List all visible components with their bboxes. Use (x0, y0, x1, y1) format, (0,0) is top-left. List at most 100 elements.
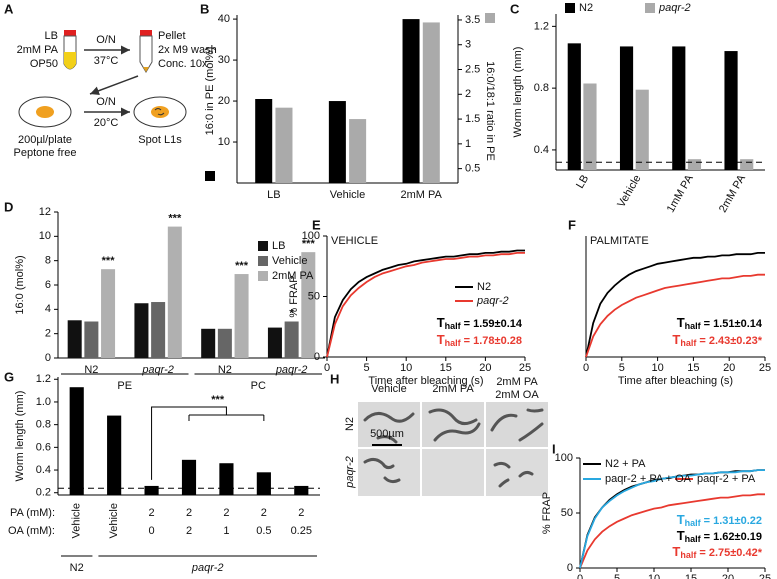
annotation: Thalf = 1.51±0.14 (677, 315, 763, 331)
y-tick-label: 1.2 (534, 20, 549, 32)
worms (363, 408, 544, 488)
legend-label: paqr-2 (658, 2, 691, 14)
label: Spot L1s (138, 134, 182, 146)
annotation-symbol: T (677, 512, 685, 527)
y2-axis-label: 16:0/18:1 ratio in PE (484, 61, 496, 161)
axis-key (205, 171, 215, 181)
legend-label: N2 (477, 281, 491, 293)
legend-swatch (258, 271, 268, 281)
micrograph (358, 449, 420, 496)
annotation-text: = 1.59±0.14 (464, 318, 523, 330)
chart-title: VEHICLE (331, 235, 378, 247)
x-tick-label: 20 (723, 362, 735, 374)
y-tick-label: 0.8 (534, 82, 549, 94)
y-tick-label: 0.4 (36, 464, 51, 476)
bar (349, 119, 367, 183)
bar (101, 269, 116, 358)
y-tick-label: 4 (45, 303, 51, 315)
panel-label: B (200, 1, 209, 16)
x-tick-label: 20 (479, 362, 491, 374)
annotation: Thalf = 2.43±0.23* (672, 332, 762, 348)
x-tick-label: 10 (648, 573, 660, 579)
table-row-label: OA (mM): (8, 525, 55, 537)
bar (151, 302, 166, 358)
bar (328, 101, 346, 183)
series-line (585, 252, 765, 358)
legend-label: Vehicle (272, 255, 307, 267)
annotation-subscript: half (680, 550, 697, 560)
x-tick-label: LB (267, 189, 280, 201)
micrograph (422, 402, 484, 447)
bar (267, 327, 282, 358)
x-tick-label: 10 (400, 362, 412, 374)
table-cell: 2 (223, 507, 229, 519)
row-header: paqr-2 (344, 456, 356, 489)
legend-swatch (258, 256, 268, 266)
significance: *** (302, 238, 316, 250)
annotation-subscript: half (685, 534, 702, 544)
bar (294, 485, 309, 495)
pellet (143, 67, 149, 72)
y-tick-label: 2.5 (465, 63, 480, 75)
label: 2mM PA (17, 44, 59, 56)
significance: *** (211, 394, 225, 406)
y-tick-label: 2 (45, 328, 51, 340)
annotation-symbol: T (672, 332, 680, 347)
x-tick-label: 0 (583, 362, 589, 374)
x-tick-label: 0 (577, 573, 583, 579)
annotation-subscript: half (680, 338, 697, 348)
bar (619, 46, 634, 171)
bar (201, 328, 216, 358)
label: 20°C (94, 117, 119, 129)
series-line (579, 493, 765, 569)
annotation-symbol: T (677, 528, 685, 543)
chart-title: PALMITATE (590, 235, 649, 247)
x-tick-label: 25 (759, 362, 771, 374)
significance: *** (102, 255, 116, 267)
label: Conc. 10x (158, 58, 208, 70)
y-tick-label: 2 (465, 88, 471, 100)
x-tick-label: Vehicle (71, 503, 83, 538)
worms (154, 108, 165, 116)
label: Peptone free (14, 147, 77, 159)
significance-bracket (151, 406, 265, 480)
legend-label: paqr-2 + PA + OA (605, 473, 692, 485)
group-label: paqr-2 (191, 562, 224, 574)
annotation-symbol: T (677, 315, 685, 330)
legend-swatch (258, 241, 268, 251)
label: 200µl/plate (18, 134, 72, 146)
table-cell: 0.25 (291, 525, 312, 537)
x-axis-label: Time after bleaching (s) (368, 375, 483, 387)
label: Pellet (158, 30, 186, 42)
protocol-diagram: LB 2mM PA OP50 O/N 37°C Pellet 2x M9 was… (14, 30, 217, 159)
axis-key (485, 13, 495, 23)
y-tick-label: 1.5 (465, 113, 480, 125)
legend-label: LB (272, 240, 285, 252)
table-cell: 2 (298, 507, 304, 519)
y-tick-label: 10 (218, 136, 230, 148)
table-cell: 2 (186, 525, 192, 537)
label: OP50 (30, 58, 58, 70)
group-label: PE (117, 380, 132, 392)
table-cell: 0 (149, 525, 155, 537)
y-tick-label: 0.8 (36, 419, 51, 431)
y-tick-label: 0 (314, 351, 320, 363)
x-tick-label: 15 (687, 362, 699, 374)
annotation-text: = 1.51±0.14 (704, 318, 763, 330)
bar (687, 159, 702, 170)
y-tick-label: 0.2 (36, 487, 51, 499)
panel-label: G (4, 369, 14, 384)
bar (219, 463, 234, 495)
y-tick-label: 0 (45, 352, 51, 364)
y-axis-label: Worm length (mm) (14, 391, 26, 482)
bar (275, 107, 293, 183)
micrograph (422, 449, 484, 496)
y-tick-label: 0.6 (36, 441, 51, 453)
y-tick-label: 0.4 (534, 144, 549, 156)
x-tick-label: 5 (614, 573, 620, 579)
y-axis-label: 16:0 (mol%) (14, 255, 26, 314)
x-tick-label: 0 (324, 362, 330, 374)
series-line (326, 252, 525, 358)
tube-cap (140, 30, 152, 36)
